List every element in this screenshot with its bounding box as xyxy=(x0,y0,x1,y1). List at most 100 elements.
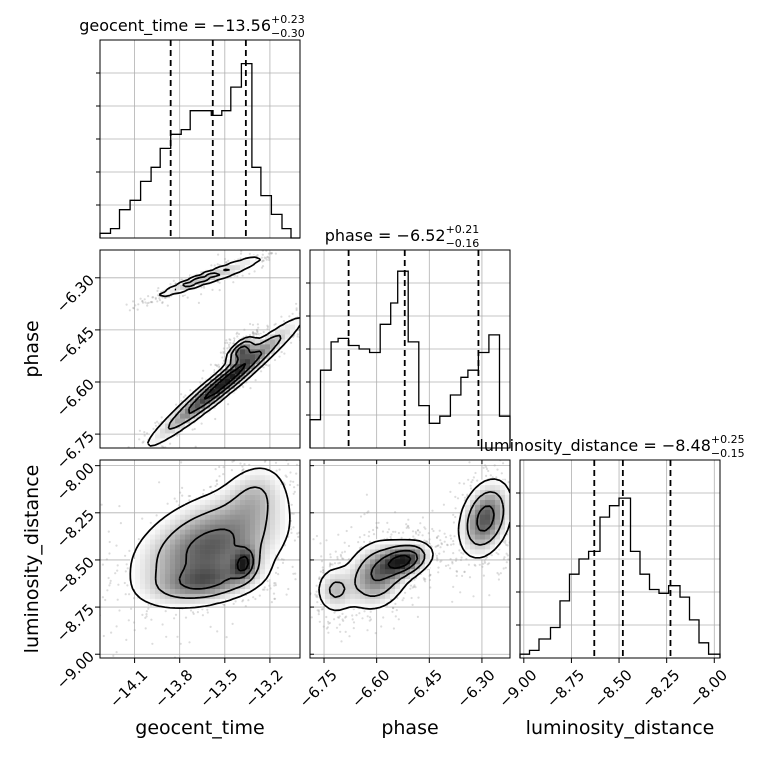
sample-point xyxy=(337,280,339,282)
density-cell xyxy=(175,598,181,604)
density-cell xyxy=(260,529,266,535)
sample-point xyxy=(516,490,518,492)
sample-point xyxy=(449,567,452,570)
sample-point xyxy=(216,483,219,486)
sample-point xyxy=(266,325,270,328)
sample-point xyxy=(147,301,150,304)
density-cell xyxy=(130,563,136,570)
density-cell xyxy=(215,559,221,565)
density-cell xyxy=(165,519,171,525)
density-cell xyxy=(255,514,261,520)
density-cell xyxy=(185,559,191,565)
density-cell xyxy=(260,578,266,585)
sample-point xyxy=(375,521,378,525)
sample-point xyxy=(288,315,291,318)
sample-point xyxy=(255,332,258,336)
density-cell xyxy=(270,494,276,500)
sample-point xyxy=(215,364,218,367)
density-cell xyxy=(150,529,156,535)
density-cell xyxy=(160,423,166,429)
sample-point xyxy=(274,584,277,587)
density-cell xyxy=(275,529,281,535)
sample-point xyxy=(484,464,487,467)
density-cell xyxy=(160,549,166,555)
panel-frame xyxy=(99,249,301,449)
density-cell xyxy=(160,534,166,540)
sample-point xyxy=(269,252,272,255)
sample-point xyxy=(166,502,169,505)
density-cell xyxy=(145,554,151,560)
density-cell xyxy=(270,534,276,540)
density-cell xyxy=(215,578,221,585)
density-cell xyxy=(280,334,286,340)
density-cell xyxy=(215,598,221,604)
density-cell xyxy=(220,524,226,530)
density-cell xyxy=(250,479,256,486)
sample-point xyxy=(460,551,463,554)
density-cell xyxy=(235,474,241,481)
density-cell xyxy=(210,598,216,604)
sample-point xyxy=(141,300,144,303)
density-cell xyxy=(220,509,226,515)
sample-point xyxy=(125,563,128,566)
sample-point xyxy=(266,588,269,591)
density-cell xyxy=(230,563,236,570)
density-cell xyxy=(185,504,191,510)
density-cell xyxy=(240,509,246,515)
sample-point xyxy=(203,286,206,289)
sample-point xyxy=(424,578,427,581)
density-cell xyxy=(190,279,196,285)
density-cell xyxy=(235,504,241,510)
sample-point xyxy=(294,572,297,575)
sample-point xyxy=(435,554,438,557)
sample-point xyxy=(455,570,459,573)
sample-point xyxy=(340,297,342,299)
density-cell xyxy=(240,499,246,505)
sample-point xyxy=(133,629,136,632)
density-cell xyxy=(245,504,251,510)
density-cell xyxy=(260,499,266,505)
sample-point xyxy=(483,560,486,563)
sample-point xyxy=(256,323,259,326)
sample-point xyxy=(110,475,112,477)
density-cell xyxy=(150,539,156,545)
sample-point xyxy=(472,476,475,479)
density-cell xyxy=(180,423,186,429)
sample-point xyxy=(513,538,515,540)
sample-point xyxy=(452,513,455,517)
sample-point xyxy=(295,307,298,310)
density-cell xyxy=(245,474,251,481)
sample-point xyxy=(394,602,397,606)
sample-point xyxy=(284,445,286,447)
density-cell xyxy=(270,544,276,550)
sample-point xyxy=(200,422,203,425)
sample-point xyxy=(514,463,516,465)
sample-point xyxy=(281,561,285,565)
sample-point xyxy=(317,494,319,496)
density-cell xyxy=(130,568,136,575)
sample-point xyxy=(401,599,404,602)
density-cell xyxy=(250,474,256,481)
density-cell xyxy=(240,378,246,384)
density-cell xyxy=(245,588,251,594)
density-cell xyxy=(165,433,171,439)
density-cell xyxy=(195,554,201,560)
sample-point xyxy=(189,389,192,392)
density-cell xyxy=(245,259,251,266)
sample-point xyxy=(438,552,441,555)
density-cell xyxy=(145,539,151,545)
sample-point xyxy=(504,539,507,543)
sample-point xyxy=(227,343,231,346)
sample-point xyxy=(454,507,457,510)
density-cell xyxy=(235,519,241,525)
density-cell xyxy=(200,499,206,505)
density-cell xyxy=(205,499,211,505)
sample-point xyxy=(177,504,180,507)
density-cell xyxy=(255,563,261,570)
sample-point xyxy=(116,564,119,567)
sample-point xyxy=(355,614,358,617)
density-cell xyxy=(205,549,211,555)
density-cell xyxy=(245,368,251,375)
sample-point xyxy=(247,599,250,602)
sample-point xyxy=(248,272,251,275)
